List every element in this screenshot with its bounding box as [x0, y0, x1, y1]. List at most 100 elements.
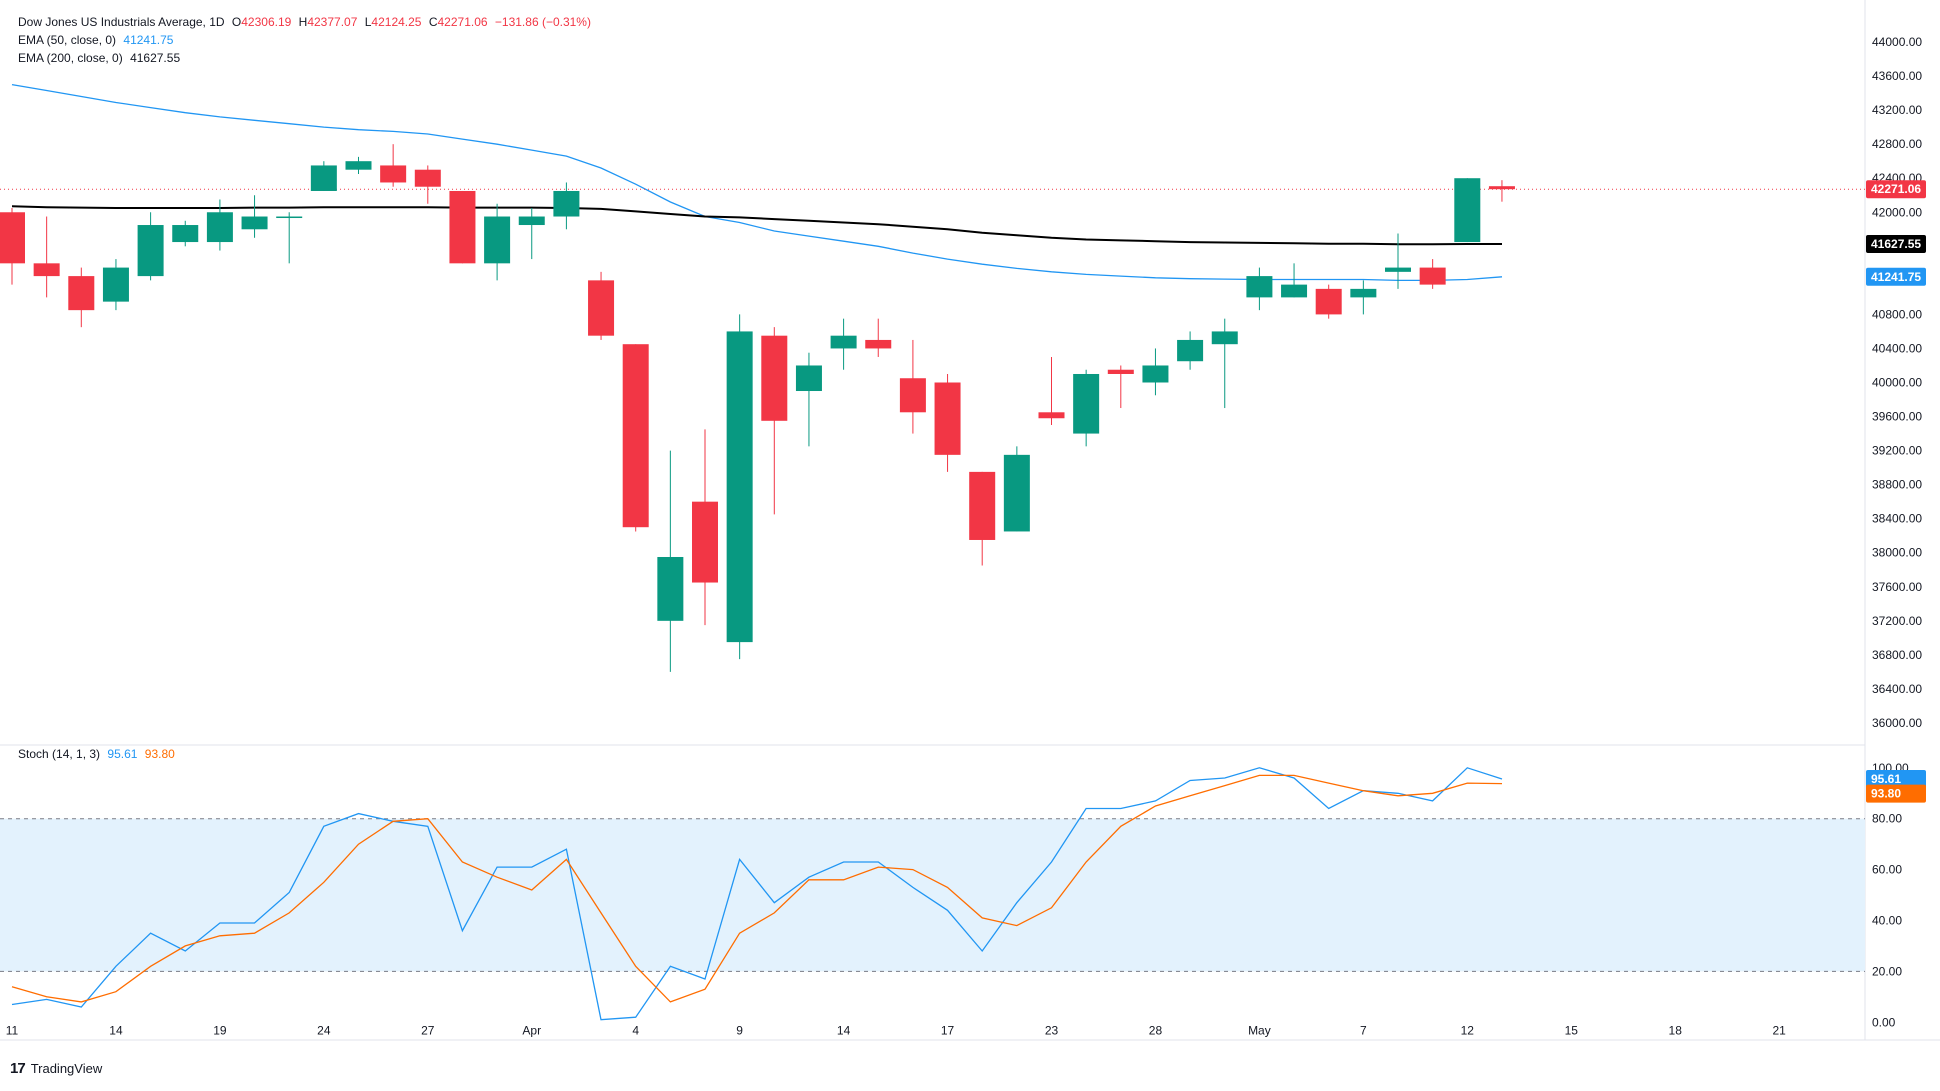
stoch-tick-label: 20.00	[1872, 964, 1902, 978]
price-tick-label: 40400.00	[1872, 341, 1922, 355]
candle-body	[276, 216, 303, 219]
tradingview-logo-icon: 17	[10, 1060, 26, 1077]
candle-body	[761, 335, 788, 421]
candle	[588, 271, 615, 340]
time-tick-label: 27	[421, 1024, 435, 1038]
candle-body	[0, 212, 25, 264]
stoch-legend[interactable]: Stoch (14, 1, 3) 95.61 93.80	[18, 746, 179, 762]
stoch-tick-label: 80.00	[1872, 812, 1902, 826]
candle	[1385, 233, 1411, 289]
price-tick-label: 44000.00	[1872, 35, 1922, 49]
candle-body	[102, 267, 129, 302]
time-tick-label: 17	[941, 1024, 955, 1038]
candle	[414, 165, 441, 204]
ema50-badge-text: 41241.75	[1871, 270, 1921, 284]
candle-body	[1350, 288, 1377, 298]
candle-body	[1003, 454, 1030, 532]
tradingview-brand[interactable]: 17 TradingView	[10, 1060, 102, 1077]
candle-body	[899, 378, 926, 413]
candle	[449, 190, 476, 264]
candle	[830, 318, 857, 370]
price-tick-label: 43600.00	[1872, 69, 1922, 83]
ema50-badge-bg	[1866, 267, 1926, 286]
candle-body	[622, 344, 649, 528]
high-label: H	[298, 15, 308, 29]
candle-body	[33, 263, 60, 277]
candle-body	[1315, 288, 1342, 315]
time-tick-label: 24	[317, 1024, 331, 1038]
candle-body	[830, 335, 857, 349]
stoch-tick-label: 0.00	[1872, 1015, 1896, 1029]
candle	[380, 144, 407, 187]
candle	[899, 339, 926, 434]
candle	[1038, 356, 1065, 426]
candle	[969, 471, 996, 566]
symbol-legend: Dow Jones US Industrials Average, 1D O42…	[18, 14, 595, 30]
price-tick-label: 36800.00	[1872, 648, 1922, 662]
stoch-d-badge-bg	[1866, 784, 1926, 803]
stoch-d-badge: 93.80	[1866, 784, 1926, 803]
price-tick-label: 38000.00	[1872, 546, 1922, 560]
candle	[1315, 284, 1342, 319]
time-tick-label: Apr	[522, 1024, 541, 1038]
candle	[622, 344, 649, 532]
price-tick-label: 36000.00	[1872, 716, 1922, 730]
candle-body	[1038, 412, 1065, 419]
price-tick-label: 39200.00	[1872, 444, 1922, 458]
candle	[1211, 318, 1238, 409]
time-tick-label: 4	[632, 1024, 639, 1038]
time-tick-label: 28	[1149, 1024, 1163, 1038]
time-tick-label: 15	[1565, 1024, 1579, 1038]
stoch-k-value: 95.61	[107, 747, 138, 761]
stoch-k-badge-text: 95.61	[1871, 772, 1901, 786]
stoch-tick-label: 40.00	[1872, 913, 1902, 927]
candle	[1488, 180, 1515, 202]
candle-body	[726, 331, 753, 643]
candle-body	[1211, 331, 1238, 345]
price-tick-label: 42800.00	[1872, 137, 1922, 151]
candle	[1003, 446, 1030, 532]
candle	[865, 318, 892, 357]
candle-body	[484, 216, 511, 264]
last-price-badge: 42271.06	[1866, 180, 1926, 199]
time-tick-label: 23	[1045, 1024, 1059, 1038]
stoch-d-badge-text: 93.80	[1871, 787, 1901, 801]
candle	[310, 161, 337, 191]
candle	[102, 259, 129, 311]
candle-body	[518, 216, 545, 226]
candle	[726, 314, 753, 660]
close-value: 42271.06	[437, 15, 488, 29]
ema200-badge: 41627.55	[1866, 234, 1926, 253]
candle	[795, 352, 822, 447]
ema50-value: 41241.75	[123, 33, 174, 47]
ema200-legend[interactable]: EMA (200, close, 0) 41627.55	[18, 50, 184, 66]
candle	[33, 216, 60, 298]
candle-body	[1246, 276, 1273, 298]
ema50-badge: 41241.75	[1866, 267, 1926, 286]
candle-body	[137, 225, 164, 277]
tradingview-name: TradingView	[30, 1061, 103, 1076]
candle-body	[68, 276, 95, 311]
time-tick-label: 18	[1669, 1024, 1683, 1038]
stoch-d-value: 93.80	[144, 747, 175, 761]
ema200-label: EMA (200, close, 0)	[18, 51, 123, 65]
stoch-k-line	[11, 767, 1503, 1021]
candle	[1350, 280, 1377, 315]
candle-body	[1385, 267, 1411, 272]
symbol-title: Dow Jones US Industrials Average, 1D	[18, 15, 225, 29]
open-value: 42306.19	[241, 15, 292, 29]
candle-body	[1107, 369, 1134, 374]
candle	[0, 208, 25, 285]
candle	[934, 373, 961, 472]
time-tick-label: 9	[736, 1024, 743, 1038]
candle	[1073, 369, 1100, 447]
price-tick-label: 42000.00	[1872, 205, 1922, 219]
ema50-legend[interactable]: EMA (50, close, 0) 41241.75	[18, 32, 177, 48]
high-value: 42377.07	[307, 15, 358, 29]
time-tick-label: May	[1248, 1024, 1271, 1038]
candle-body	[206, 212, 233, 243]
candle	[657, 450, 684, 672]
price-tick-label: 39600.00	[1872, 410, 1922, 424]
